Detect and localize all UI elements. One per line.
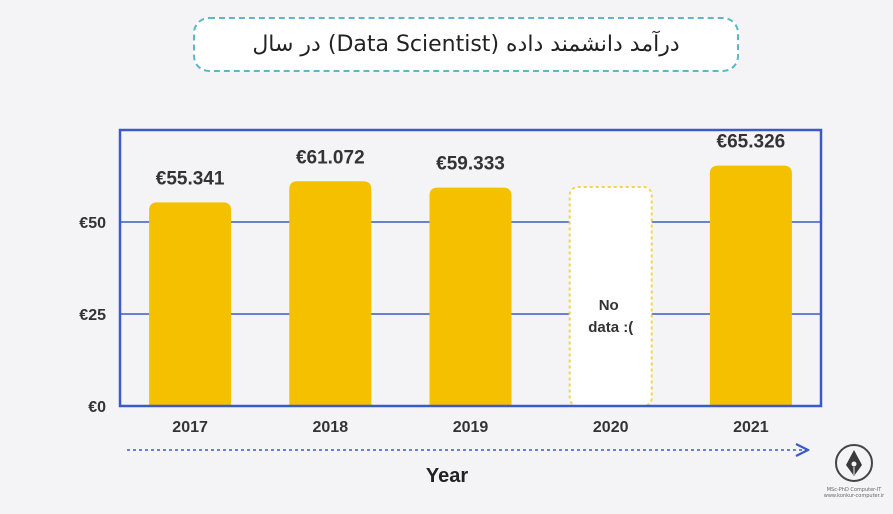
missing-data-label: No (599, 297, 619, 314)
x-tick-label: 2021 (733, 419, 769, 436)
bar (149, 202, 232, 406)
data-label: €55.341 (156, 168, 225, 189)
data-label: €65.326 (717, 132, 786, 153)
data-label: €61.072 (296, 147, 365, 168)
plot-frame (118, 128, 823, 408)
x-tick-label: 2020 (593, 419, 629, 436)
x-tick-label: 2018 (313, 419, 349, 436)
x-tick-label: 2017 (172, 419, 208, 436)
logo-line-1: MSc-PhD Computer-IT (826, 487, 882, 493)
pen-nib-icon (835, 444, 873, 482)
bar (709, 165, 792, 406)
data-label: €59.333 (436, 154, 505, 175)
y-tick-label: €0 (88, 399, 106, 416)
chart-title: درآمد دانشمند داده (Data Scientist) در س… (193, 17, 739, 72)
x-axis-label: Year (426, 465, 468, 487)
x-tick-label: 2019 (453, 419, 489, 436)
bar (429, 187, 512, 406)
missing-data-label: data :( (588, 319, 633, 336)
brand-logo: MSc-PhD Computer-IT www.konkur-computer.… (822, 443, 886, 511)
bar (289, 181, 372, 406)
logo-line-2: www.konkur-computer.ir (823, 493, 885, 499)
chart-title-text: درآمد دانشمند داده (Data Scientist) در س… (252, 32, 680, 57)
y-tick-label: €25 (79, 307, 106, 324)
y-tick-label: €50 (79, 215, 106, 232)
